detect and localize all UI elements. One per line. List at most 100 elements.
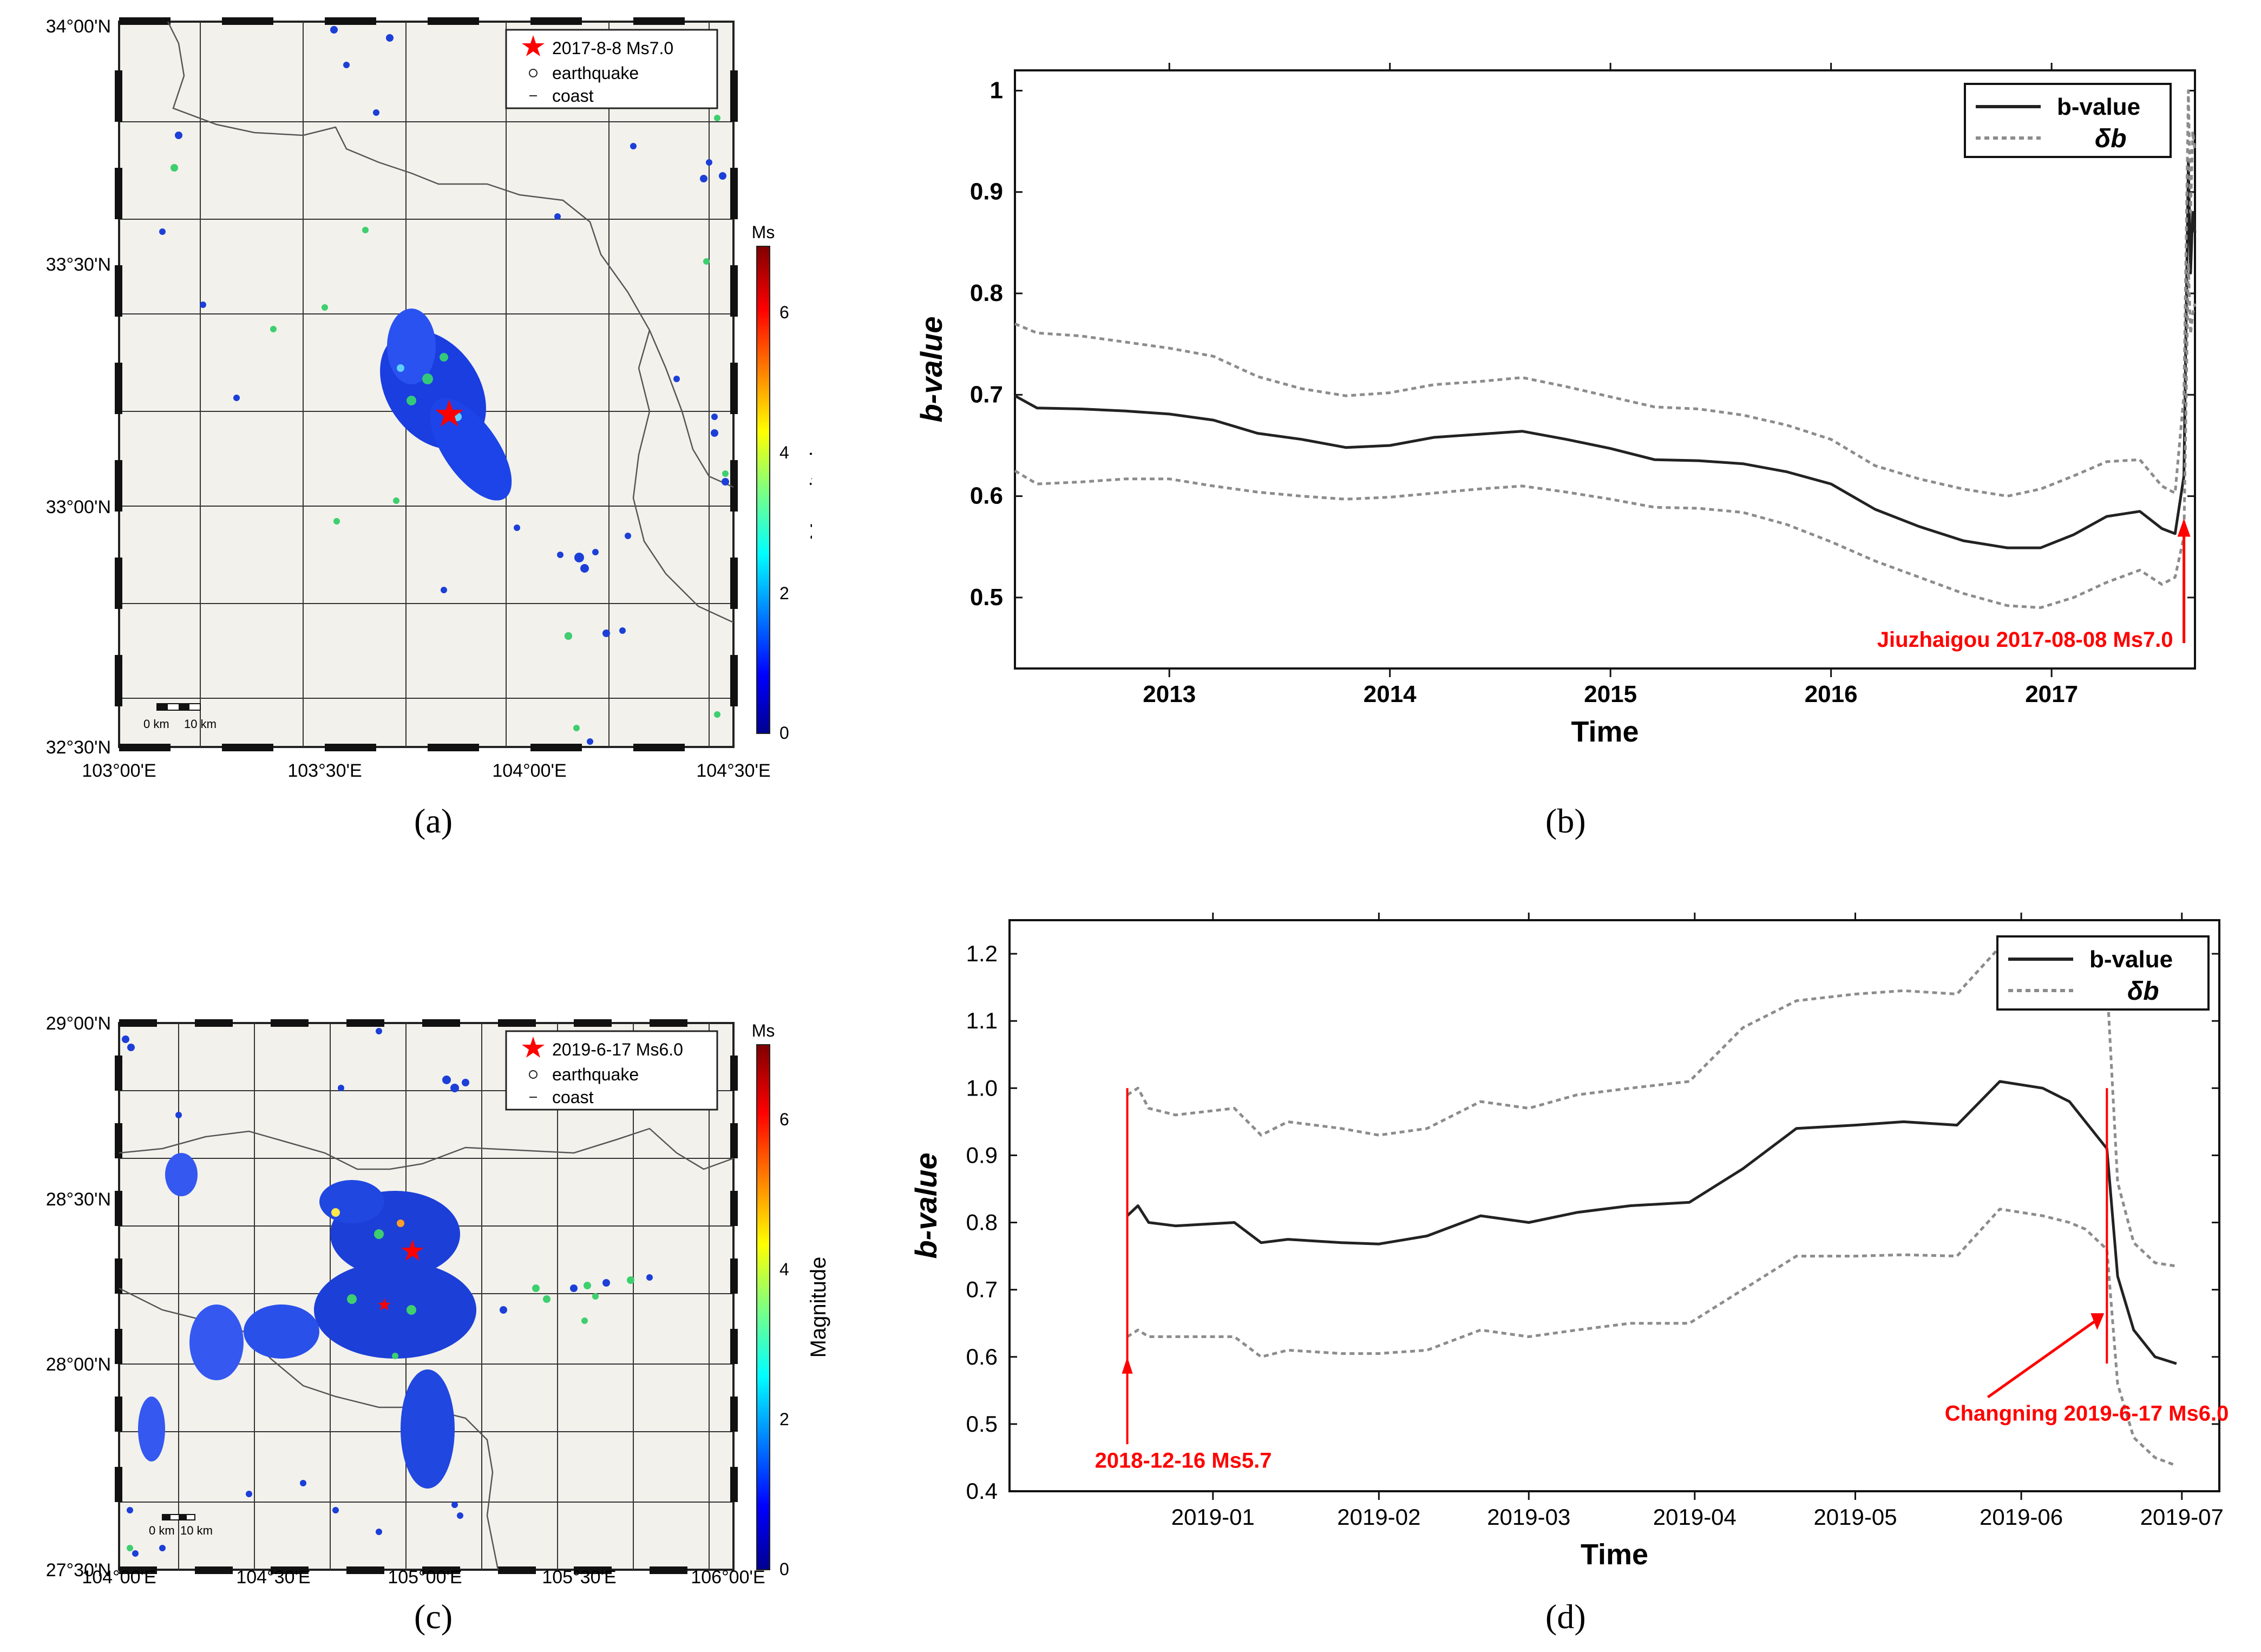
plot-frame	[1008, 919, 2220, 1492]
x-tick-label: 2019-07	[2140, 1504, 2224, 1530]
x-tick-label: 2013	[1143, 681, 1196, 707]
map-a-boundary	[167, 21, 734, 488]
map-c-legend-event: 2019-6-17 Ms6.0	[552, 1040, 683, 1059]
caption-a: (a)	[414, 802, 453, 840]
x-tick-label: 2016	[1805, 681, 1858, 707]
y-tick-label: 0.5	[966, 1411, 998, 1437]
y-tick-label: 0.6	[966, 1344, 998, 1369]
series-line-lower	[1126, 1208, 2177, 1467]
map-c-legend-earthquake: earthquake	[552, 1065, 639, 1084]
map-c-lat-label: 28°00'N	[46, 1354, 111, 1375]
map-a-lat-label: 33°30'N	[46, 254, 111, 275]
y-tick-label: 0.7	[970, 381, 1003, 408]
map-c-scale-right: 10 km	[180, 1524, 213, 1537]
series-line-b-value	[1014, 160, 2197, 549]
y-tick-label: 0.6	[970, 483, 1003, 509]
y-tick-label: 0.8	[970, 280, 1003, 306]
map-c-colorbar-tick: 4	[779, 1260, 789, 1279]
map-a-scale-left: 0 km	[143, 717, 169, 731]
map-a-lat-label: 33°00'N	[46, 497, 111, 517]
map-a-green-events	[171, 115, 729, 731]
map-a-earthquake-cluster	[380, 309, 512, 501]
x-tick-label: 2019-05	[1813, 1504, 1897, 1530]
map-c-lon-label: 105°30'E	[542, 1567, 616, 1586]
event-arrowhead-1	[1122, 1356, 1133, 1374]
map-a-scale-bar: 0 km 10 km	[143, 703, 217, 731]
map-c-colorbar-label: Magnitude	[807, 1257, 830, 1358]
x-tick-label: 2019-04	[1653, 1504, 1736, 1530]
y-tick-label: 0.4	[966, 1478, 998, 1504]
x-tick-label: 2015	[1584, 681, 1637, 707]
map-a-lon-label: 103°00'E	[82, 761, 156, 781]
x-axis-label: Time	[1581, 1538, 1648, 1571]
map-panel-a: 2017-8-8 Ms7.0 earthquake coast 0 km 10 …	[46, 16, 812, 781]
x-tick-label: 2019-02	[1337, 1504, 1420, 1530]
map-c-scale-left: 0 km	[149, 1524, 175, 1537]
map-a-colorbar-label: Magnitude	[807, 440, 812, 541]
map-c-lat-label: 29°00'N	[46, 1013, 111, 1034]
chart-d: 0.4 0.5 0.6 0.7 0.8 0.9 1.0 1.1 1.2 2019-01 2019-0…	[909, 913, 2229, 1571]
map-c-earthquake-cluster	[138, 1153, 476, 1489]
map-c-scattered-events	[122, 1028, 653, 1557]
y-tick-label: 1.0	[966, 1075, 998, 1100]
y-tick-label: 0.9	[970, 179, 1003, 205]
map-c-legend-coast: coast	[552, 1087, 594, 1107]
map-a-lat-labels: 34°00'N 33°30'N 33°00'N 32°30'N	[46, 16, 111, 758]
map-c-lat-label: 27°30'N	[46, 1560, 111, 1581]
map-c-legend: 2019-6-17 Ms6.0 earthquake coast	[505, 1030, 718, 1111]
map-c-lon-label: 105°00'E	[388, 1567, 462, 1586]
caption-d: (d)	[1545, 1597, 1586, 1636]
y-tick-label: 1	[990, 77, 1003, 103]
event-annotation-1: 2018-12-16 Ms5.7	[1095, 1449, 1272, 1473]
y-tick-label: 0.7	[966, 1277, 998, 1302]
y-tick-label: 1.1	[966, 1008, 998, 1033]
map-c-colorbar-title: Ms	[752, 1021, 775, 1040]
map-a-border-ticks	[115, 17, 738, 751]
event-arrowhead	[2177, 518, 2191, 537]
map-a-colorbar-tick: 4	[779, 443, 789, 462]
y-tick-label: 1.2	[966, 941, 998, 966]
x-tick-label: 2014	[1364, 681, 1417, 707]
map-a-epicenter-star	[435, 399, 463, 427]
map-a-scale-right: 10 km	[184, 717, 217, 731]
map-a-colorbar-title: Ms	[752, 222, 775, 242]
map-c-epicenter-star	[378, 1240, 424, 1310]
map-a-colorbar-tick: 6	[779, 303, 789, 322]
series-line-b-value	[1126, 1080, 2177, 1365]
map-c-colorbar-tick: 0	[779, 1559, 789, 1579]
x-tick-label: 2017	[2025, 681, 2078, 707]
caption-b: (b)	[1545, 802, 1586, 840]
chart-b: 0.5 0.6 0.7 0.8 0.9 1 2013 2014 2015 2016 2017 Time…	[914, 63, 2197, 748]
map-c-lon-label: 104°00'E	[82, 1567, 156, 1586]
legend-label: b-value	[2057, 94, 2140, 120]
map-panel-c: 2019-6-17 Ms6.0 earthquake coast 0 km 10…	[46, 1013, 830, 1586]
series-line-lower	[1014, 261, 2197, 609]
legend-box	[1964, 83, 2172, 158]
map-c-colorbar: Ms 0 2 4 6 Magnitude	[752, 1021, 830, 1579]
map-c-lon-label: 104°30'E	[236, 1567, 310, 1586]
map-a-colorbar-tick: 0	[779, 723, 789, 743]
map-c-colorbar-tick: 6	[779, 1110, 789, 1129]
y-tick-label: 0.9	[966, 1142, 998, 1168]
map-a-lat-label: 32°30'N	[46, 737, 111, 758]
y-tick-label: 0.5	[970, 584, 1003, 611]
x-tick-label: 2019-03	[1487, 1504, 1570, 1530]
plot-frame	[1014, 69, 2196, 670]
y-axis-label: b-value	[909, 1152, 943, 1258]
map-a-lon-label: 103°30'E	[287, 761, 362, 781]
map-a-lon-labels: 103°00'E 103°30'E 104°00'E 104°30'E	[82, 761, 770, 781]
legend-label: b-value	[2089, 946, 2173, 973]
legend-label: δb	[2095, 124, 2127, 153]
legend-box	[1996, 935, 2210, 1011]
map-c-lat-labels: 29°00'N 28°30'N 28°00'N 27°30'N	[46, 1013, 111, 1581]
x-axis-label: Time	[1571, 716, 1639, 748]
map-a-legend-coast: coast	[552, 86, 594, 106]
map-a-colorbar: Ms 0 2 4 6 Magnitude	[752, 222, 812, 743]
map-c-green-events	[127, 1276, 634, 1551]
series-line-upper	[1014, 89, 2197, 498]
legend-label: δb	[2127, 977, 2159, 1006]
y-tick-label: 0.8	[966, 1210, 998, 1235]
map-c-lon-label: 106°00'E	[691, 1567, 765, 1586]
map-a-lon-label: 104°30'E	[696, 761, 770, 781]
map-a-legend-earthquake: earthquake	[552, 63, 639, 83]
